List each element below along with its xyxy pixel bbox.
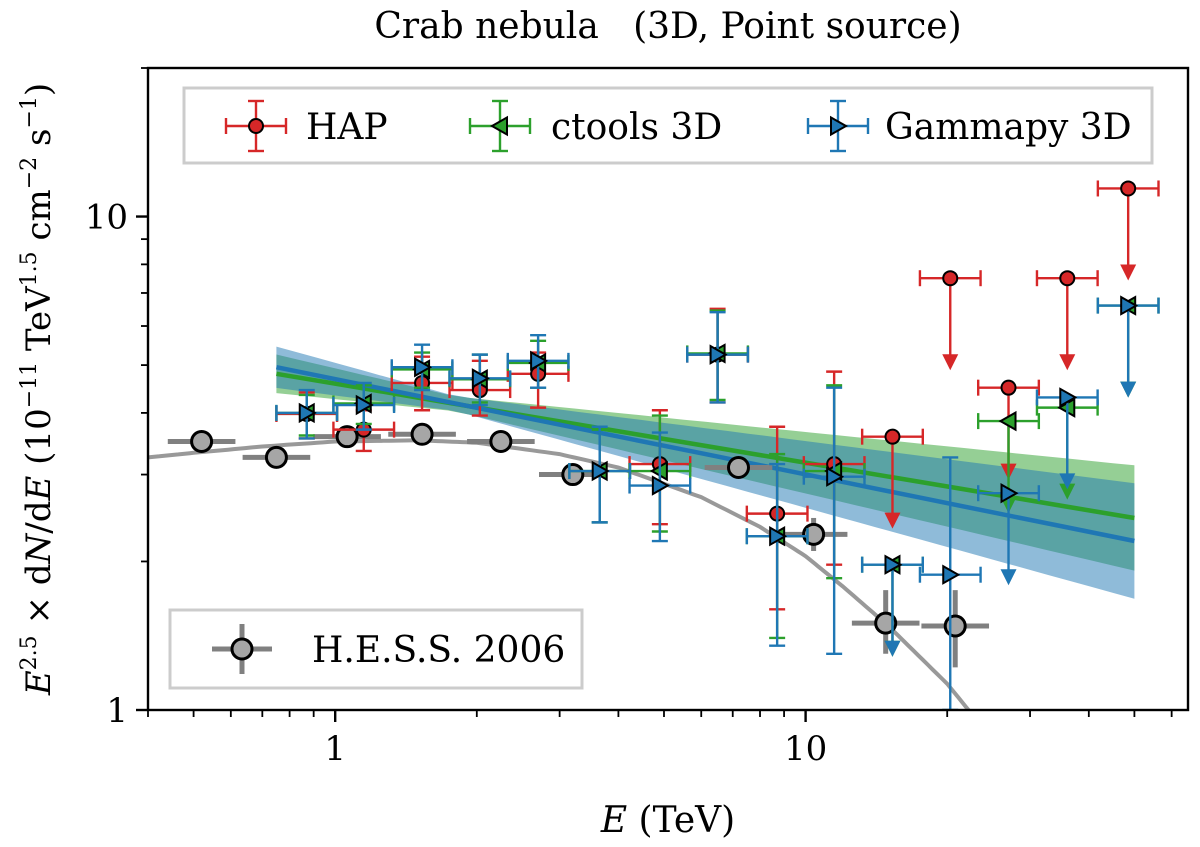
legend-gammapy-marker [806, 99, 870, 153]
gammapy-marker [769, 525, 788, 547]
gammapy-marker [298, 402, 317, 424]
gammapy-marker [942, 564, 961, 585]
legend-hap-marker [224, 99, 288, 153]
gammapy-marker [1000, 482, 1019, 504]
gammapy-point [802, 386, 866, 655]
gammapy-marker [651, 475, 670, 496]
hess-point [704, 456, 773, 480]
hap-point [860, 428, 925, 529]
hess-point [921, 590, 990, 668]
model-curves [148, 346, 1135, 710]
hess-marker [489, 430, 513, 454]
x-tick-label: 10 [784, 729, 827, 769]
hap-uplim-arrow [1059, 354, 1076, 371]
gammapy-point [568, 425, 632, 524]
gammapy-marker [355, 394, 374, 416]
gammapy-marker [471, 368, 490, 389]
chart-title: Crab nebula (3D, Point source) [374, 6, 961, 47]
hap-marker [1120, 180, 1137, 197]
data-points [167, 180, 1160, 710]
gammapy-point [686, 310, 750, 404]
gammapy-point [332, 381, 396, 431]
legend-ctools-marker [468, 99, 532, 153]
gammapy-marker [530, 350, 549, 372]
gammapy-point [448, 353, 512, 407]
axis-ticks: 1 10 1 10 [85, 67, 1173, 769]
hap-uplim-arrow [1120, 264, 1137, 281]
hess-marker [561, 463, 585, 487]
legend-hess-label: H.E.S.S. 2006 [312, 630, 565, 671]
gammapy-uplim-arrow [1120, 381, 1137, 398]
hess-point [167, 430, 236, 454]
gammapy-point [390, 343, 454, 392]
ctools-uplim-arrow [1059, 483, 1076, 500]
hess-point [467, 430, 535, 454]
x-axis-label: E (TeV) [600, 800, 735, 841]
hess-marker [874, 611, 898, 635]
hess-point [388, 422, 456, 446]
gammapy-point [1035, 387, 1099, 490]
hap-uplim-arrow [942, 354, 959, 371]
gammapy-fit-line [275, 364, 1135, 544]
gammapy-uplim-arrow [884, 640, 901, 657]
legend-reference: H.E.S.S. 2006 [168, 608, 584, 690]
hess-marker [410, 422, 434, 446]
hess-marker [726, 456, 750, 480]
hess-marker [190, 430, 214, 454]
hap-marker [884, 428, 901, 445]
ctools-marker [998, 410, 1017, 432]
hess-marker [943, 614, 967, 638]
gammapy-point [918, 456, 982, 710]
legend-reference-frame [168, 608, 584, 690]
gammapy-point [745, 462, 809, 647]
legend-hess-marker [212, 624, 272, 674]
hess-marker [335, 425, 359, 449]
gammapy-point [628, 431, 692, 543]
gammapy-point [506, 333, 570, 389]
hap-marker [942, 270, 959, 287]
gammapy-marker [1120, 295, 1139, 316]
hap-uplim-arrow [884, 512, 901, 529]
hess-point [851, 590, 920, 654]
gammapy-marker [826, 466, 845, 487]
hap-marker [1059, 270, 1076, 287]
gammapy-uplim-arrow [1000, 569, 1017, 586]
gammapy-marker [709, 344, 728, 365]
gammapy-point [976, 482, 1041, 586]
gammapy-point [275, 388, 339, 440]
legend-gammapy-label: Gammapy 3D [885, 107, 1132, 148]
hap-marker [1000, 379, 1017, 396]
gammapy-marker [414, 357, 433, 378]
x-tick-label: 1 [324, 729, 346, 769]
gammapy-point [860, 554, 925, 657]
gammapy-point [1096, 295, 1160, 398]
gammapy-uplim-arrow [1059, 473, 1076, 490]
legend-hap-label: HAP [306, 107, 388, 148]
y-tick-label: 1 [106, 691, 128, 731]
hap-point [918, 270, 982, 371]
hap-point [1096, 180, 1160, 281]
gammapy-marker [591, 460, 610, 482]
gammapy-marker [1059, 387, 1078, 408]
y-tick-label: 10 [85, 198, 128, 238]
svg-text:E2.5 × dN/dE (10−11 TeV1.5 cm: E2.5 × dN/dE (10−11 TeV1.5 cm−2 s−1) [17, 83, 59, 696]
y-axis-label: E2.5 × dN/dE (10−11 TeV1.5 cm−2 s−1) [17, 83, 59, 696]
legend-methods-frame [182, 86, 1154, 165]
legend-ctools-label: ctools 3D [551, 107, 722, 148]
hap-point [1035, 270, 1099, 371]
hess-marker [264, 445, 288, 469]
gammapy-marker [884, 554, 903, 575]
plot-frame [146, 66, 1190, 712]
legend-methods: HAP ctools 3D Gammapy 3D [182, 86, 1154, 165]
hess-point [242, 445, 311, 469]
hess-point [313, 425, 381, 449]
